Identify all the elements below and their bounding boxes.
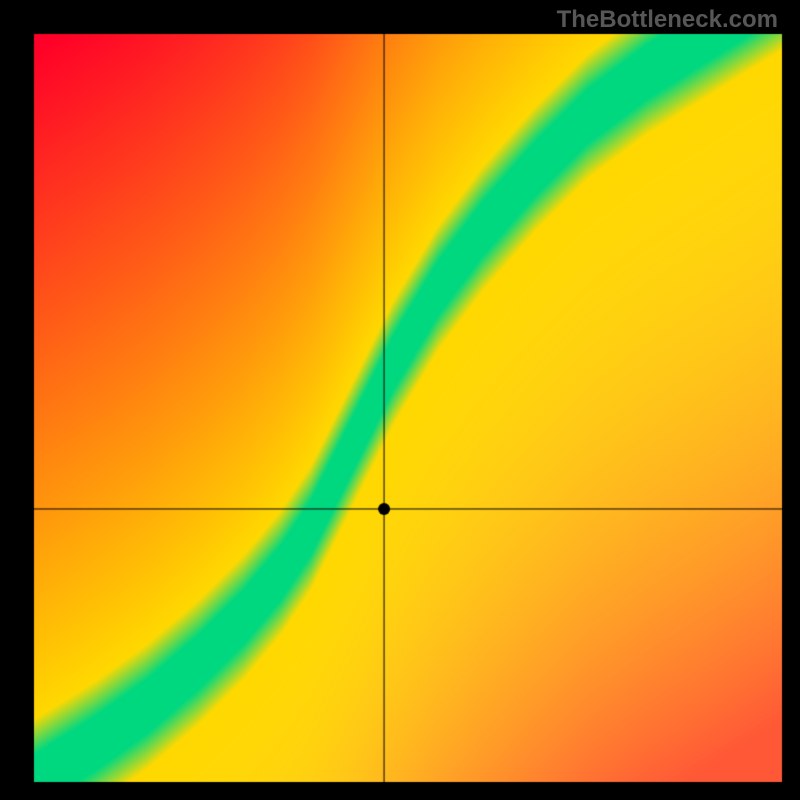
heatmap-canvas <box>0 0 800 800</box>
watermark-text: TheBottleneck.com <box>557 6 778 34</box>
chart-container: TheBottleneck.com <box>0 0 800 800</box>
